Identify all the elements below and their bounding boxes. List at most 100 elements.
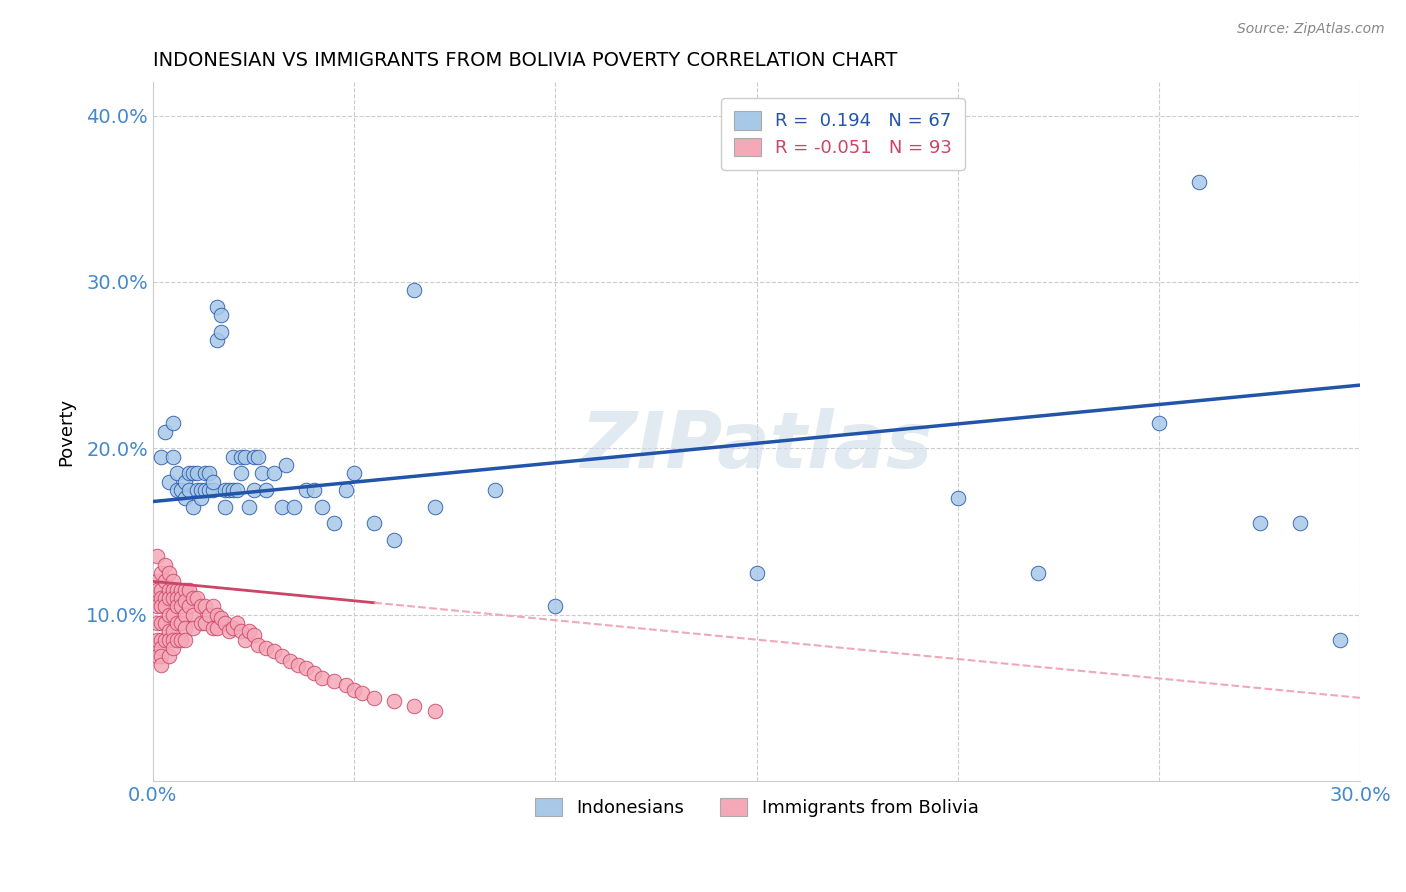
Point	[181, 591, 204, 605]
Point	[186, 467, 208, 481]
Point	[323, 516, 346, 531]
Point	[254, 483, 277, 497]
Point	[149, 599, 172, 614]
Point	[170, 632, 193, 647]
Point	[194, 483, 217, 497]
Point	[157, 632, 180, 647]
Point	[302, 483, 325, 497]
Point	[363, 516, 385, 531]
Point	[194, 599, 217, 614]
Point	[287, 657, 309, 672]
Point	[198, 607, 221, 622]
Point	[179, 467, 201, 481]
Point	[1026, 566, 1049, 580]
Point	[238, 624, 260, 639]
Point	[214, 500, 236, 514]
Point	[166, 467, 188, 481]
Point	[946, 491, 969, 506]
Point	[198, 483, 221, 497]
Point	[146, 582, 169, 597]
Point	[242, 483, 264, 497]
Point	[404, 699, 426, 714]
Point	[1288, 516, 1310, 531]
Point	[149, 566, 172, 580]
Point	[166, 599, 188, 614]
Point	[194, 467, 217, 481]
Point	[157, 607, 180, 622]
Point	[170, 615, 193, 630]
Point	[335, 677, 357, 691]
Point	[190, 599, 212, 614]
Point	[218, 624, 240, 639]
Point	[170, 599, 193, 614]
Point	[157, 591, 180, 605]
Text: Source: ZipAtlas.com: Source: ZipAtlas.com	[1237, 22, 1385, 37]
Point	[174, 607, 197, 622]
Point	[179, 599, 201, 614]
Point	[363, 690, 385, 705]
Point	[162, 607, 184, 622]
Point	[162, 640, 184, 655]
Point	[149, 591, 172, 605]
Point	[1147, 417, 1170, 431]
Point	[242, 627, 264, 641]
Point	[209, 611, 232, 625]
Point	[157, 649, 180, 664]
Point	[174, 621, 197, 635]
Point	[283, 500, 305, 514]
Point	[202, 599, 225, 614]
Point	[149, 657, 172, 672]
Point	[149, 582, 172, 597]
Point	[1249, 516, 1271, 531]
Point	[263, 644, 285, 658]
Point	[153, 591, 176, 605]
Text: INDONESIAN VS IMMIGRANTS FROM BOLIVIA POVERTY CORRELATION CHART: INDONESIAN VS IMMIGRANTS FROM BOLIVIA PO…	[153, 51, 897, 70]
Point	[311, 500, 333, 514]
Point	[166, 615, 188, 630]
Point	[270, 649, 292, 664]
Point	[190, 491, 212, 506]
Point	[343, 467, 366, 481]
Point	[278, 654, 301, 668]
Point	[181, 607, 204, 622]
Point	[153, 599, 176, 614]
Point	[194, 615, 217, 630]
Point	[166, 591, 188, 605]
Point	[149, 649, 172, 664]
Point	[157, 582, 180, 597]
Point	[745, 566, 768, 580]
Point	[181, 467, 204, 481]
Point	[149, 640, 172, 655]
Point	[179, 582, 201, 597]
Point	[190, 483, 212, 497]
Point	[202, 475, 225, 489]
Point	[207, 300, 229, 314]
Point	[250, 467, 273, 481]
Point	[335, 483, 357, 497]
Point	[270, 500, 292, 514]
Point	[181, 500, 204, 514]
Point	[190, 615, 212, 630]
Point	[246, 450, 269, 464]
Legend: Indonesians, Immigrants from Bolivia: Indonesians, Immigrants from Bolivia	[527, 790, 986, 824]
Point	[153, 574, 176, 589]
Point	[170, 591, 193, 605]
Point	[311, 671, 333, 685]
Point	[207, 333, 229, 347]
Point	[274, 458, 297, 472]
Point	[1329, 632, 1351, 647]
Point	[157, 566, 180, 580]
Point	[242, 450, 264, 464]
Point	[218, 483, 240, 497]
Point	[166, 632, 188, 647]
Point	[149, 450, 172, 464]
Point	[231, 467, 253, 481]
Point	[222, 483, 245, 497]
Point	[423, 704, 446, 718]
Point	[157, 624, 180, 639]
Point	[179, 483, 201, 497]
Point	[484, 483, 506, 497]
Point	[382, 533, 405, 547]
Point	[170, 483, 193, 497]
Point	[162, 574, 184, 589]
